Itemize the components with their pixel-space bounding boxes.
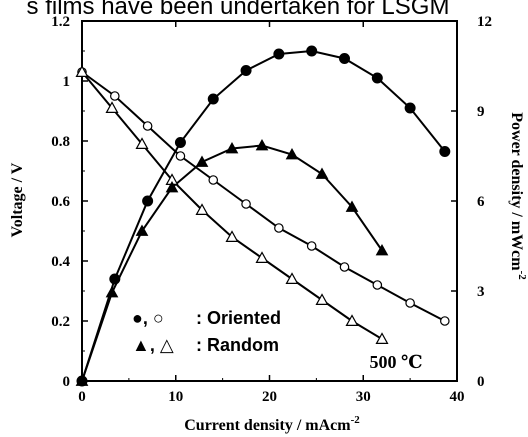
left-axis-title: Voltage / V (9, 162, 26, 237)
data-point-random-left (375, 332, 389, 344)
data-point-oriented-left (110, 91, 120, 101)
x-tick-label: 10 (168, 389, 183, 405)
y-left-tick-label: 0.6 (51, 194, 70, 210)
legend-random-symbols: ▲, △ (132, 335, 174, 355)
data-point-oriented-right (273, 48, 285, 60)
y-right-tick-label: 12 (477, 14, 492, 30)
data-point-random-right (255, 138, 269, 151)
y-right-tick-label: 6 (477, 194, 485, 210)
data-point-oriented-right (174, 137, 186, 148)
data-point-oriented-left (241, 199, 251, 209)
legend-random-label: : Random (196, 335, 279, 355)
y-left-tick-label: 0.2 (51, 314, 70, 330)
data-point-random-right (375, 243, 389, 256)
header-text: s films have been undertaken for LSGM (27, 0, 450, 20)
series-markers (75, 45, 451, 387)
data-point-oriented-left (339, 262, 350, 272)
data-point-random-right (225, 141, 239, 154)
series-lines (81, 49, 446, 382)
x-tick-label: 30 (356, 389, 371, 405)
data-point-random-left (195, 203, 209, 215)
data-point-random-right (165, 180, 179, 193)
data-point-oriented-left (175, 151, 186, 161)
data-point-oriented-right (306, 45, 318, 57)
series-line-oriented-right (81, 49, 446, 382)
data-point-oriented-right (371, 72, 383, 84)
data-point-oriented-right (240, 65, 252, 76)
y-right-tick-label: 0 (477, 374, 485, 390)
data-point-oriented-right (109, 273, 121, 285)
x-axis-title: Current density / mAcm-2 (184, 414, 360, 434)
y-left-tick-label: 0.8 (51, 134, 70, 150)
x-tick-label: 0 (78, 389, 86, 405)
data-point-random-left (105, 101, 119, 114)
data-point-random-left (345, 314, 359, 326)
series-line-oriented-left (81, 71, 446, 322)
legend-oriented-label: : Oriented (196, 308, 281, 328)
data-point-random-right (75, 374, 89, 386)
data-point-oriented-left (372, 280, 383, 290)
x-tick-label: 40 (450, 389, 465, 405)
data-point-random-right (345, 200, 359, 212)
x-tick-label: 20 (262, 389, 277, 405)
series-line-random-left (81, 71, 383, 340)
data-point-random-right (105, 285, 119, 298)
legend-oriented-symbols: ●, ○ (132, 308, 164, 328)
data-point-oriented-left (306, 241, 317, 251)
y-left-tick-label: 1.2 (51, 14, 70, 30)
y-right-tick-label: 9 (477, 104, 485, 120)
data-point-random-left (75, 65, 89, 78)
y-left-tick-label: 1 (63, 74, 71, 90)
data-point-random-left (135, 137, 149, 149)
data-point-random-left (285, 272, 299, 284)
data-point-random-right (135, 224, 149, 236)
y-left-tick-label: 0.4 (51, 254, 70, 270)
data-point-oriented-left (142, 121, 153, 131)
data-point-oriented-left (405, 298, 415, 308)
temperature-label: 500 ℃ (369, 352, 422, 372)
y-left-tick-label: 0 (63, 374, 71, 390)
data-point-oriented-left (274, 223, 284, 233)
data-point-oriented-right (439, 146, 451, 157)
data-point-random-right (315, 167, 329, 179)
data-point-random-right (195, 155, 209, 167)
data-point-oriented-left (208, 175, 219, 185)
right-axis-title: Power density / mWcm-2 (508, 112, 528, 280)
data-point-oriented-right (207, 93, 219, 105)
data-point-oriented-right (339, 53, 350, 64)
data-point-random-left (225, 230, 239, 242)
data-point-oriented-right (142, 195, 154, 207)
data-point-random-right (285, 147, 299, 160)
data-point-oriented-right (404, 102, 416, 114)
data-point-oriented-left (440, 316, 450, 326)
data-point-random-left (255, 251, 269, 263)
legend: ●, ○ : Oriented ▲, △ : Random (132, 308, 281, 355)
y-right-tick-label: 3 (477, 284, 485, 300)
data-point-random-left (315, 293, 329, 305)
